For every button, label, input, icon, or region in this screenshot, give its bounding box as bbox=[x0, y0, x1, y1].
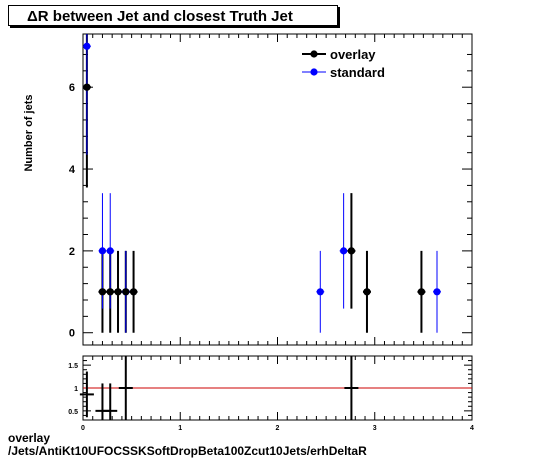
x-tick-label: 3 bbox=[373, 425, 377, 432]
data-point bbox=[98, 288, 107, 296]
legend-entry: overlay bbox=[330, 47, 376, 62]
legend: overlay standard bbox=[302, 47, 385, 80]
data-point bbox=[433, 288, 441, 296]
y-tick-label: 0 bbox=[69, 328, 75, 340]
legend-marker bbox=[310, 68, 318, 76]
data-point bbox=[106, 288, 114, 296]
data-point bbox=[106, 247, 114, 255]
ratio-y-tick-label: 1.5 bbox=[68, 363, 78, 370]
ratio-y-tick-label: 1 bbox=[74, 386, 78, 393]
x-tick-label: 2 bbox=[276, 425, 280, 432]
data-point bbox=[114, 288, 122, 296]
y-tick-label: 2 bbox=[69, 246, 75, 258]
series-overlay-top bbox=[83, 83, 426, 296]
y-tick-label: 4 bbox=[69, 164, 76, 176]
data-point bbox=[417, 288, 426, 296]
x-tick-label: 1 bbox=[178, 425, 182, 432]
data-point bbox=[363, 288, 371, 296]
data-point bbox=[98, 247, 107, 255]
series-standard bbox=[82, 34, 441, 333]
main-plot-frame bbox=[82, 33, 473, 346]
x-tick-label: 4 bbox=[470, 425, 474, 432]
data-point bbox=[83, 83, 91, 91]
legend-entry: standard bbox=[330, 65, 385, 80]
data-point bbox=[122, 288, 130, 296]
data-point bbox=[83, 42, 91, 50]
footer-caption: overlay /Jets/AntiKt10UFOCSSKSoftDropBet… bbox=[8, 432, 367, 458]
legend-marker bbox=[310, 50, 318, 58]
data-point bbox=[340, 247, 348, 255]
x-axis-ticks bbox=[82, 356, 473, 420]
chart-title: ΔR between Jet and closest Truth Jet bbox=[8, 5, 338, 26]
footer-line-1: overlay bbox=[8, 431, 51, 445]
data-point bbox=[129, 288, 138, 296]
y-tick-label: 6 bbox=[69, 82, 75, 94]
data-point bbox=[316, 288, 324, 296]
ratio-points bbox=[79, 356, 359, 420]
footer-line-2: /Jets/AntiKt10UFOCSSKSoftDropBeta100Zcut… bbox=[8, 444, 367, 458]
ratio-y-tick-label: 0.5 bbox=[68, 409, 78, 416]
x-tick-label: 0 bbox=[81, 425, 85, 432]
x-axis-ticks bbox=[82, 34, 473, 345]
data-point bbox=[347, 247, 356, 255]
